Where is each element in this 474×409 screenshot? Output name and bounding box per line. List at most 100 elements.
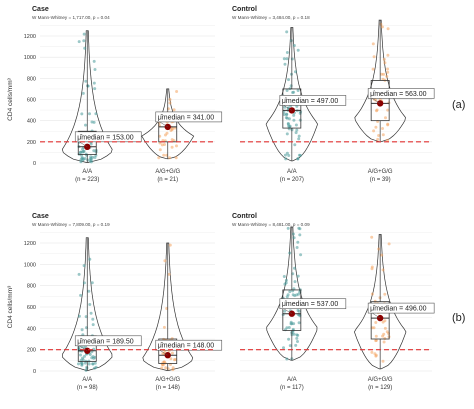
x-n-label: (n = 98)	[77, 385, 98, 391]
median-label: μ̂median = 497.00	[279, 95, 347, 111]
median-label-box	[367, 302, 435, 314]
data-point	[172, 108, 176, 112]
data-point	[287, 117, 291, 121]
data-point	[81, 358, 85, 362]
data-point	[83, 354, 86, 358]
chart-subtitle: W Mann-Whitney = 7,809.00, p = 0.19	[32, 222, 110, 227]
data-point	[294, 123, 298, 127]
box	[282, 88, 302, 129]
data-point	[162, 325, 166, 329]
y-tick-label: 200	[27, 348, 36, 354]
data-point	[375, 109, 378, 113]
data-point	[298, 111, 302, 115]
data-point	[283, 62, 287, 66]
data-point	[164, 366, 168, 370]
data-point	[372, 129, 376, 133]
data-point	[386, 27, 390, 31]
group-1: μ̂median = 341.00 A/G+G/G (n = 21)	[141, 88, 223, 183]
chart-title: Case	[32, 213, 49, 220]
data-point	[171, 366, 175, 370]
data-point	[283, 153, 287, 157]
data-point	[283, 309, 287, 313]
data-point	[297, 153, 301, 157]
x-n-label: (n = 148)	[156, 385, 180, 391]
median-leader	[372, 98, 381, 104]
box	[282, 289, 302, 331]
data-point	[285, 151, 289, 155]
data-point	[370, 292, 374, 296]
x-n-label: (n = 129)	[368, 385, 392, 391]
chart-title: Control	[232, 213, 257, 220]
data-point	[297, 321, 301, 325]
data-point	[288, 344, 292, 348]
violin	[354, 234, 407, 370]
median-label-text: μ̂median = 341.00	[158, 114, 214, 121]
data-point	[77, 362, 80, 366]
panel-label-a: (a)	[452, 99, 465, 111]
data-point	[298, 118, 302, 122]
data-point	[79, 293, 83, 297]
data-point	[289, 84, 293, 88]
data-point	[372, 326, 376, 330]
data-point	[296, 274, 300, 278]
data-point	[293, 266, 296, 270]
data-point	[286, 293, 290, 297]
data-point	[81, 91, 85, 95]
data-point	[380, 72, 384, 76]
box	[77, 130, 97, 155]
data-point	[286, 226, 290, 230]
data-point	[91, 323, 95, 327]
data-point	[93, 87, 97, 91]
data-point	[297, 292, 300, 296]
data-point	[80, 328, 84, 332]
y-tick-label: 200	[27, 140, 36, 146]
median-label: μ̂median = 563.00	[367, 88, 435, 104]
data-point	[81, 158, 85, 162]
box	[158, 338, 178, 364]
chart-a-left: Case W Mann-Whitney = 1,717.00, p = 0.04 0…	[7, 6, 223, 183]
median-label: μ̂median = 537.00	[279, 298, 347, 314]
data-point	[374, 321, 378, 324]
data-point	[383, 326, 387, 330]
x-category-label: A/G+G/G	[155, 169, 180, 175]
data-point	[285, 51, 289, 54]
chart-subtitle: W Mann-Whitney = 8,481.00, p = 0.09	[232, 222, 310, 227]
data-point	[370, 235, 374, 239]
x-category-label: A/G+G/G	[155, 377, 180, 383]
data-point	[383, 61, 387, 65]
violin	[354, 19, 406, 143]
data-point	[92, 81, 96, 85]
data-point	[295, 246, 299, 249]
y-tick-label: 1200	[24, 34, 36, 40]
data-point	[93, 361, 97, 365]
x-n-label: (n = 223)	[75, 177, 99, 183]
data-point	[381, 133, 385, 137]
y-tick-label: 800	[27, 284, 36, 290]
chart-title: Case	[32, 6, 49, 13]
data-point	[381, 268, 385, 272]
chart-title: Control	[232, 6, 257, 13]
data-point	[81, 150, 85, 154]
data-point	[386, 67, 390, 71]
y-tick-label: 600	[27, 98, 36, 104]
data-point	[297, 309, 301, 313]
group-0: μ̂median = 153.00 A/A (n = 223)	[61, 30, 142, 183]
data-point	[83, 46, 87, 50]
data-point	[167, 272, 171, 276]
data-point	[381, 127, 384, 130]
group-0: μ̂median = 537.00 A/A (n = 117)	[266, 226, 347, 391]
data-point	[374, 334, 378, 338]
median-label-text: μ̂median = 563.00	[370, 91, 426, 98]
data-point	[287, 337, 291, 341]
data-point	[166, 367, 170, 371]
data-point	[296, 89, 300, 92]
data-point	[380, 253, 384, 257]
box	[370, 301, 390, 340]
group-0: μ̂median = 497.00 A/A (n = 207)	[265, 27, 347, 183]
data-point	[285, 326, 289, 330]
data-point	[157, 156, 161, 160]
data-point	[88, 303, 92, 306]
x-category-label: A/A	[82, 377, 92, 383]
data-point	[91, 317, 95, 321]
data-point	[371, 42, 375, 46]
